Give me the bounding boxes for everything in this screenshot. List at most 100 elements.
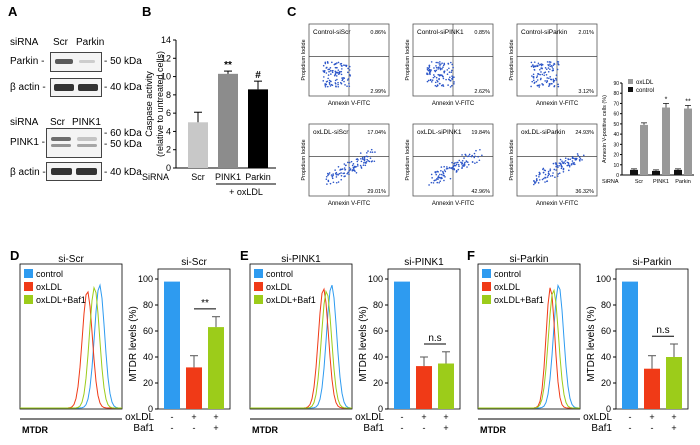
dot [577, 154, 579, 157]
dot [549, 175, 552, 177]
y-tick-label: 0 [378, 404, 383, 414]
dot [443, 70, 446, 72]
dot [373, 160, 376, 163]
dot [473, 156, 476, 159]
dot [575, 158, 578, 161]
dot [552, 64, 555, 66]
dot [337, 174, 339, 176]
dot [443, 71, 446, 74]
mtdr-histogram-pink1: si-PINK1 control oxLDL oxLDL+Baf1 MTDR [249, 254, 353, 435]
dot [439, 173, 441, 176]
dot [363, 158, 366, 161]
y-tick-label: 10 [161, 72, 171, 82]
dot [530, 65, 533, 68]
dot [572, 157, 575, 159]
histogram-curve [478, 288, 581, 409]
dot [326, 172, 329, 175]
dot [536, 79, 539, 81]
dot [444, 170, 447, 173]
dot [556, 164, 559, 167]
dot [442, 172, 445, 175]
dot [429, 78, 432, 81]
y-tick-label: 90 [613, 81, 619, 87]
dot [448, 78, 450, 81]
dot [340, 73, 343, 76]
y-tick-label: 0 [148, 404, 153, 414]
dot [465, 154, 467, 156]
dot [356, 163, 359, 166]
quadrant-percent-ur: 0.85% [474, 30, 490, 36]
dot [541, 73, 544, 76]
dot [450, 167, 452, 170]
dot [328, 81, 331, 84]
y-axis-label: MTDR levels (%) [128, 306, 139, 382]
dot [536, 84, 539, 87]
dot [330, 174, 333, 176]
dot [439, 67, 441, 69]
dot [438, 78, 440, 81]
dot [341, 168, 344, 170]
dot [534, 65, 537, 68]
dot [549, 65, 552, 68]
dot [567, 161, 570, 164]
dot [543, 74, 545, 77]
dot [433, 75, 436, 78]
category-label: PINK1 [653, 179, 669, 185]
dot [537, 62, 540, 65]
panel-label-d: D [10, 248, 20, 263]
dot [352, 163, 355, 165]
mtdr-bar-chart-parkin: si-Parkin020406080100--+-++n.soxLDLBaf1M… [583, 257, 689, 434]
sign-oxldl: + [443, 412, 448, 422]
dot [340, 70, 343, 73]
dot [558, 164, 560, 167]
y-tick-label: 14 [161, 35, 171, 45]
sign-oxldl: - [629, 412, 632, 422]
dot [464, 161, 466, 164]
y-axis-label: (relative to untreated cells) [155, 51, 165, 157]
dot [322, 80, 325, 82]
dot [466, 166, 468, 168]
dot [442, 84, 444, 86]
dot [333, 74, 336, 77]
dot [553, 168, 556, 171]
dot [338, 172, 341, 175]
dot [368, 160, 371, 163]
dot [467, 163, 470, 166]
dot [533, 68, 536, 71]
dot [582, 154, 585, 157]
dot [447, 84, 449, 86]
dot [327, 77, 329, 80]
dot [326, 61, 329, 63]
dot [552, 80, 555, 82]
dot-plot-title: Control-siParkin [521, 29, 568, 36]
dot [578, 156, 581, 158]
sign-baf1: - [629, 423, 632, 433]
dot [336, 72, 338, 74]
dot [346, 172, 348, 175]
significance-marker: n.s [428, 333, 441, 344]
dot [429, 69, 431, 71]
dot [442, 66, 444, 69]
x-axis-label: Annexin V-FITC [432, 101, 475, 107]
y-axis-label: Propidium Iodide [301, 139, 307, 180]
dot [427, 67, 430, 70]
y-tick-label: 100 [596, 274, 611, 284]
dot [557, 166, 559, 168]
dot [538, 64, 541, 66]
dot [451, 161, 453, 164]
dot [335, 181, 338, 184]
significance-marker: * [665, 96, 668, 103]
dot [341, 68, 343, 70]
sign-oxldl: + [671, 412, 676, 422]
dot [545, 68, 548, 71]
dot [428, 184, 430, 186]
dot [324, 85, 327, 88]
dot [342, 77, 344, 79]
dot [455, 171, 458, 173]
dot [435, 179, 437, 181]
dot [452, 66, 454, 69]
dot [550, 82, 552, 85]
dot [428, 66, 431, 68]
row-label-baf1: Baf1 [133, 423, 154, 434]
dot [461, 159, 464, 162]
